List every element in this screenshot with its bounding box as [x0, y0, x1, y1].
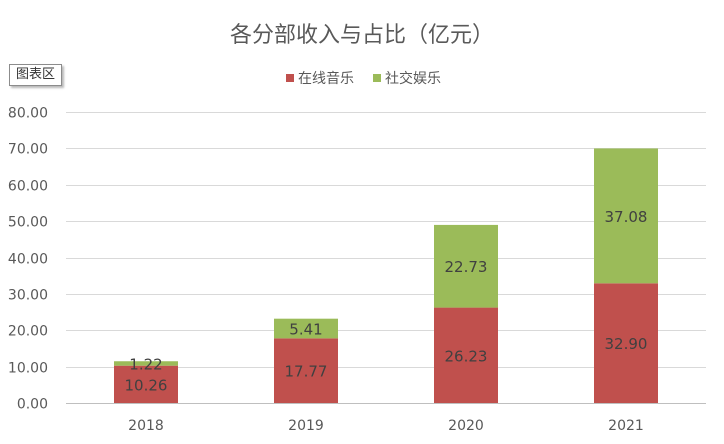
bar-社交娱乐-2020	[434, 224, 498, 308]
value-labels: 10.26 1.22 17.77 5.41 26.23 22.73 32.90 37.08	[125, 208, 648, 394]
y-tick-label: 80.00	[8, 106, 48, 122]
legend-label: 在线音乐	[298, 70, 354, 87]
legend: 在线音乐 社交娱乐	[286, 70, 441, 87]
y-tick-label: 20.00	[8, 324, 48, 340]
y-axis-ticks: 0.00 10.00 20.00 30.00 40.00 50.00 60.00 70.00 8…	[8, 106, 48, 413]
y-tick-label: 30.00	[8, 288, 48, 304]
value-label: 37.08	[605, 208, 648, 226]
value-label: 32.90	[605, 335, 648, 353]
value-label: 5.41	[289, 321, 322, 339]
x-tick-label: 2018	[128, 418, 164, 434]
bar-在线音乐-2018	[114, 365, 178, 403]
legend-label: 社交娱乐	[385, 70, 441, 87]
bars	[114, 148, 658, 403]
x-tick-label: 2021	[608, 418, 644, 434]
legend-swatch	[373, 74, 381, 82]
y-tick-label: 10.00	[8, 361, 48, 377]
y-tick-label: 70.00	[8, 142, 48, 158]
value-label: 10.26	[125, 376, 168, 394]
bar-社交娱乐-2019	[274, 318, 338, 339]
x-tick-label: 2019	[288, 418, 324, 434]
chart-title: 各分部收入与占比（亿元）	[230, 23, 494, 48]
y-tick-label: 0.00	[17, 397, 48, 413]
bar-社交娱乐-2018	[114, 361, 178, 366]
bar-在线音乐-2021	[594, 283, 658, 403]
bar-在线音乐-2020	[434, 307, 498, 403]
value-label: 17.77	[285, 363, 328, 381]
y-tick-label: 40.00	[8, 252, 48, 268]
value-label: 22.73	[445, 258, 488, 276]
value-label: 26.23	[445, 347, 488, 365]
chart-area-tag: 图表区	[9, 64, 63, 86]
bar-在线音乐-2019	[274, 338, 338, 403]
y-tick-label: 60.00	[8, 179, 48, 195]
legend-swatch	[286, 74, 294, 82]
bar-社交娱乐-2021	[594, 148, 658, 284]
y-tick-label: 50.00	[8, 215, 48, 231]
value-label: 1.22	[129, 355, 162, 373]
x-tick-label: 2020	[448, 418, 484, 434]
x-axis-ticks: 2018 2019 2020 2021	[128, 418, 644, 434]
